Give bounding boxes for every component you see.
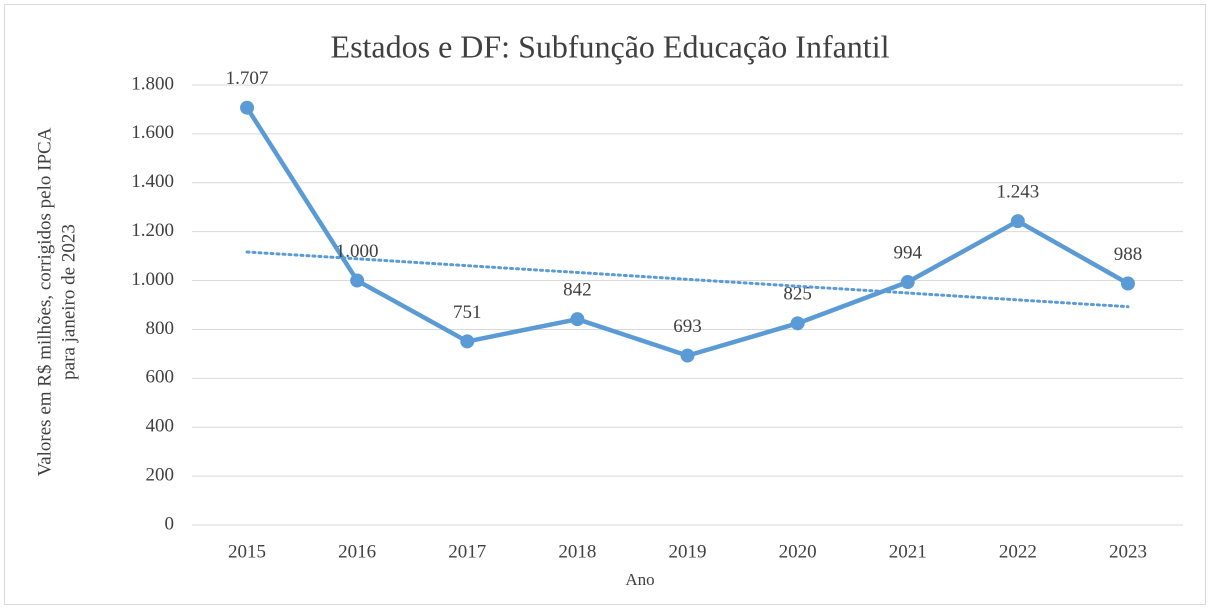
y-tick-label: 600 <box>146 367 175 388</box>
y-tick-label: 1.800 <box>131 73 174 94</box>
data-label: 1.000 <box>336 241 379 262</box>
y-tick-label: 1.400 <box>131 171 174 192</box>
chart-title: Estados e DF: Subfunção Educação Infanti… <box>331 28 890 64</box>
x-tick-label: 2018 <box>558 541 596 562</box>
y-tick-label: 1.200 <box>131 220 174 241</box>
data-point <box>240 100 255 115</box>
data-point <box>570 312 585 327</box>
data-point <box>460 334 475 349</box>
x-tick-label: 2015 <box>228 541 266 562</box>
y-tick-label: 400 <box>146 416 175 437</box>
data-point <box>680 348 695 363</box>
data-label: 988 <box>1114 244 1143 265</box>
data-point <box>350 273 365 288</box>
data-point <box>790 316 805 331</box>
y-axis-label: Valores em R$ milhões, corrigidos pelo I… <box>34 127 55 476</box>
x-tick-label: 2020 <box>779 541 817 562</box>
data-label: 751 <box>453 302 482 323</box>
y-tick-label: 1.600 <box>131 122 174 143</box>
data-label: 994 <box>893 242 922 263</box>
x-tick-label: 2017 <box>448 541 486 562</box>
y-tick-label: 0 <box>165 513 175 534</box>
x-tick-label: 2019 <box>669 541 707 562</box>
x-tick-label: 2022 <box>999 541 1037 562</box>
y-tick-label: 200 <box>146 464 175 485</box>
x-tick-label: 2023 <box>1109 541 1147 562</box>
data-point <box>900 275 915 290</box>
trend-line <box>245 250 1130 309</box>
chart-border <box>4 4 1206 605</box>
y-tick-label: 1.000 <box>131 269 174 290</box>
x-tick-label: 2016 <box>338 541 376 562</box>
data-point <box>1120 276 1135 291</box>
data-point <box>1010 214 1025 229</box>
data-label: 1.707 <box>226 68 269 89</box>
y-axis-label: para janeiro de 2023 <box>58 224 79 380</box>
data-label: 825 <box>783 284 812 305</box>
data-label: 1.243 <box>996 182 1039 203</box>
x-tick-label: 2021 <box>889 541 927 562</box>
data-label: 842 <box>563 280 592 301</box>
data-label: 693 <box>673 316 702 337</box>
x-axis-label: Ano <box>625 570 654 589</box>
y-tick-label: 800 <box>146 318 175 339</box>
